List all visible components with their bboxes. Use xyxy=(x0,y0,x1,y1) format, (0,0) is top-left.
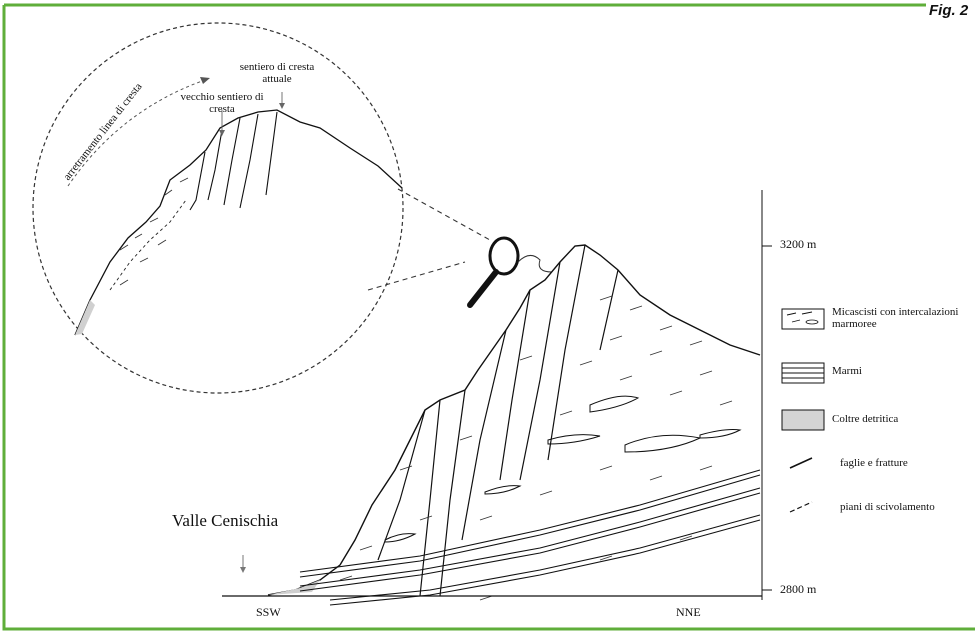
current-trail-arrowhead xyxy=(279,103,285,109)
old-trail-arrowhead xyxy=(219,130,225,136)
mountain-profile xyxy=(267,244,761,596)
inset-fault xyxy=(239,113,259,209)
schist-marks xyxy=(339,295,733,601)
legend-label-slip: piani di scivolamento xyxy=(840,501,935,513)
marble-lenses xyxy=(384,395,742,543)
fault-lines xyxy=(377,244,619,597)
zoom-connector-bottom xyxy=(367,261,466,291)
legend-symbol-schist xyxy=(781,308,825,330)
old-trail-label: vecchio sentiero di cresta xyxy=(180,91,264,115)
magnifier-icon xyxy=(488,236,520,276)
magnifier-squiggle xyxy=(517,255,553,273)
inset-schist-marks xyxy=(119,177,189,286)
legend-label-schist: Micascisti con intercalazioni marmoree xyxy=(832,306,959,330)
elevation-bottom-label: 2800 m xyxy=(780,582,817,596)
ssw-label: SSW xyxy=(256,605,281,619)
current-trail-label: sentiero di cresta attuale xyxy=(239,61,315,85)
elevation-top-label: 3200 m xyxy=(780,237,817,251)
inset-debris xyxy=(75,300,95,335)
inset-fault xyxy=(207,129,223,201)
legend-symbol-slip xyxy=(789,501,813,513)
nne-label: NNE xyxy=(676,605,701,619)
legend-symbol-debris xyxy=(781,409,825,431)
legend-label-debris: Coltre detritica xyxy=(832,413,899,425)
legend-symbol-marble xyxy=(781,362,825,384)
magnifier-handle xyxy=(467,269,499,308)
valley-label: Valle Cenischia xyxy=(172,511,279,530)
inset-stratum xyxy=(109,199,187,291)
figure-border xyxy=(2,3,975,631)
inset-ridge-profile xyxy=(74,109,403,336)
valley-debris xyxy=(268,580,320,595)
legend-label-fault: faglie e fratture xyxy=(840,457,908,469)
retreat-arrowhead xyxy=(200,77,210,84)
legend-symbol-fault xyxy=(789,457,813,469)
marble-bands xyxy=(299,469,761,606)
inset-fault xyxy=(223,117,241,206)
inset-fault xyxy=(189,151,206,211)
inset-fault xyxy=(265,111,278,196)
legend-label-marble: Marmi xyxy=(832,365,862,377)
zoom-circle xyxy=(32,22,404,394)
zoom-connector-top xyxy=(397,188,491,241)
figure-tag: Fig. 2 xyxy=(929,2,969,19)
valley-arrowhead xyxy=(240,567,246,573)
